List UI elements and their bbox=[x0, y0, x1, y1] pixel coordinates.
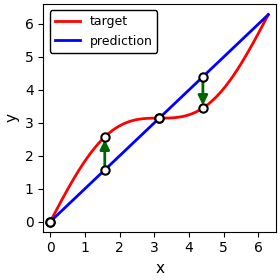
prediction bbox=[267, 13, 270, 16]
target bbox=[49, 220, 52, 223]
Line: target: target bbox=[50, 15, 268, 222]
prediction bbox=[153, 120, 157, 124]
target bbox=[167, 116, 170, 120]
target bbox=[262, 23, 265, 26]
target bbox=[227, 80, 231, 83]
prediction bbox=[262, 18, 265, 21]
prediction bbox=[49, 220, 52, 223]
Y-axis label: y: y bbox=[4, 113, 19, 122]
target bbox=[267, 13, 270, 16]
X-axis label: x: x bbox=[155, 261, 164, 276]
prediction bbox=[152, 122, 155, 125]
prediction bbox=[178, 97, 182, 100]
prediction bbox=[227, 50, 231, 54]
target bbox=[152, 116, 155, 120]
Legend: target, prediction: target, prediction bbox=[50, 10, 157, 53]
target bbox=[178, 115, 182, 119]
Line: prediction: prediction bbox=[50, 15, 268, 222]
target bbox=[153, 116, 157, 120]
prediction bbox=[167, 108, 170, 111]
